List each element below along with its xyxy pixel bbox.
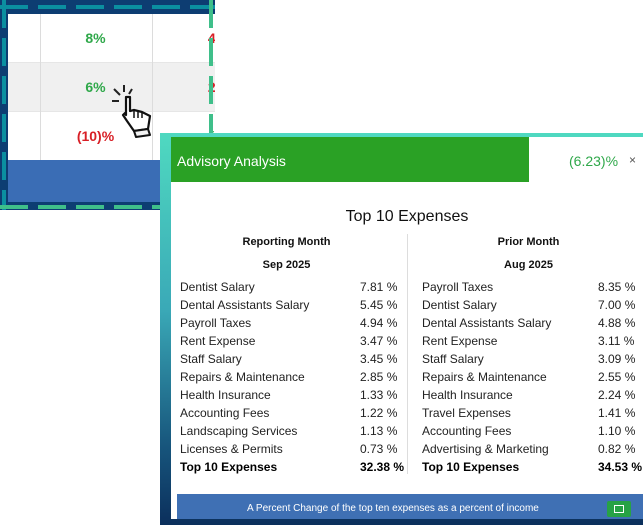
expense-percent: 1.10 % <box>598 424 636 438</box>
expense-percent: 1.33 % <box>360 388 398 402</box>
prior-period: Aug 2025 <box>504 259 553 271</box>
expense-row: Landscaping Services 1.13 % <box>180 424 410 442</box>
expense-percent: 0.82 % <box>598 442 636 456</box>
expense-name: Repairs & Maintenance <box>180 370 305 384</box>
close-icon[interactable]: × <box>629 153 637 167</box>
pointing-hand-icon <box>112 85 152 138</box>
reporting-month-header: Reporting Month <box>242 236 331 248</box>
expense-row: Advertising & Marketing 0.82 % <box>422 442 643 460</box>
expense-percent: 32.38 % <box>360 460 405 474</box>
expense-name: Accounting Fees <box>180 406 270 420</box>
expense-name: Payroll Taxes <box>180 316 252 330</box>
expense-row: Licenses & Permits 0.73 % <box>180 442 410 460</box>
advisory-change: (6.23)% <box>569 153 619 169</box>
expense-row: Staff Salary 3.45 % <box>180 352 410 370</box>
back-table-card: 8% 4% 6% 2% (10)% (5) <box>0 0 215 210</box>
expense-name: Staff Salary <box>422 352 484 366</box>
expense-percent: 2.55 % <box>598 370 636 384</box>
expense-percent: 0.73 % <box>360 442 398 456</box>
expense-name: Dentist Salary <box>180 280 255 294</box>
expense-name: Top 10 Expenses <box>422 460 520 474</box>
expense-name: Landscaping Services <box>180 424 298 438</box>
expense-row: Rent Expense 3.11 % <box>422 334 643 352</box>
expense-name: Licenses & Permits <box>180 442 283 456</box>
footer-bar: A Percent Change of the top ten expenses… <box>177 494 643 519</box>
expense-percent: 4.88 % <box>598 316 636 330</box>
expense-row: Staff Salary 3.09 % <box>422 352 643 370</box>
expense-percent: 7.00 % <box>598 298 636 312</box>
column-divider <box>407 234 408 474</box>
expense-name: Rent Expense <box>180 334 256 348</box>
expense-name: Repairs & Maintenance <box>422 370 547 384</box>
expense-percent: 3.09 % <box>598 352 636 366</box>
expenses-title: Top 10 Expenses <box>345 208 469 225</box>
excel-icon[interactable] <box>607 501 631 517</box>
advisory-header[interactable] <box>171 137 529 182</box>
expense-percent: 5.45 % <box>360 298 398 312</box>
expense-name: Accounting Fees <box>422 424 512 438</box>
expense-name: Dentist Salary <box>422 298 497 312</box>
expense-row: Payroll Taxes 8.35 % <box>422 280 643 298</box>
expense-row: Dentist Salary 7.00 % <box>422 298 643 316</box>
expense-name: Rent Expense <box>422 334 498 348</box>
expense-name: Top 10 Expenses <box>180 460 278 474</box>
expense-percent: 3.47 % <box>360 334 398 348</box>
expense-total-row: Top 10 Expenses 34.53 % <box>422 460 643 478</box>
footer-text: A Percent Change of the top ten expenses… <box>247 503 539 514</box>
expense-row: Repairs & Maintenance 2.85 % <box>180 370 410 388</box>
expense-row: Dental Assistants Salary 5.45 % <box>180 298 410 316</box>
expense-row: Health Insurance 2.24 % <box>422 388 643 406</box>
expense-name: Staff Salary <box>180 352 242 366</box>
table-cell: 6% <box>85 79 106 95</box>
expense-percent: 2.24 % <box>598 388 636 402</box>
expense-name: Advertising & Marketing <box>422 442 549 456</box>
expense-row: Travel Expenses 1.41 % <box>422 406 643 424</box>
expense-name: Payroll Taxes <box>422 280 494 294</box>
expense-row: Dentist Salary 7.81 % <box>180 280 410 298</box>
prior-month-header: Prior Month <box>497 236 560 248</box>
expense-name: Travel Expenses <box>422 406 511 420</box>
expense-percent: 34.53 % <box>598 460 643 474</box>
expense-percent: 1.13 % <box>360 424 398 438</box>
advisory-title: Advisory Analysis <box>177 153 286 169</box>
advisory-card: Advisory Analysis (6.23)% × Top 10 Expen… <box>171 137 643 519</box>
expense-percent: 3.11 % <box>598 334 635 348</box>
expense-row: Accounting Fees 1.22 % <box>180 406 410 424</box>
expense-total-row: Top 10 Expenses 32.38 % <box>180 460 410 478</box>
expense-percent: 1.22 % <box>360 406 398 420</box>
expense-row: Dental Assistants Salary 4.88 % <box>422 316 643 334</box>
expense-row: Accounting Fees 1.10 % <box>422 424 643 442</box>
expense-name: Health Insurance <box>180 388 271 402</box>
expense-name: Dental Assistants Salary <box>422 316 552 330</box>
expense-row: Payroll Taxes 4.94 % <box>180 316 410 334</box>
expense-name: Dental Assistants Salary <box>180 298 310 312</box>
table-cell: 8% <box>85 30 106 46</box>
expense-percent: 4.94 % <box>360 316 398 330</box>
expense-percent: 8.35 % <box>598 280 636 294</box>
reporting-period: Sep 2025 <box>262 259 311 271</box>
expense-percent: 7.81 % <box>360 280 398 294</box>
expense-row: Repairs & Maintenance 2.55 % <box>422 370 643 388</box>
expense-percent: 2.85 % <box>360 370 398 384</box>
column-divider <box>152 14 153 160</box>
expense-name: Health Insurance <box>422 388 513 402</box>
expense-row: Health Insurance 1.33 % <box>180 388 410 406</box>
expense-percent: 3.45 % <box>360 352 398 366</box>
expense-percent: 1.41 % <box>598 406 636 420</box>
column-divider <box>40 14 41 160</box>
expense-row: Rent Expense 3.47 % <box>180 334 410 352</box>
table-cell: (10)% <box>76 128 115 144</box>
